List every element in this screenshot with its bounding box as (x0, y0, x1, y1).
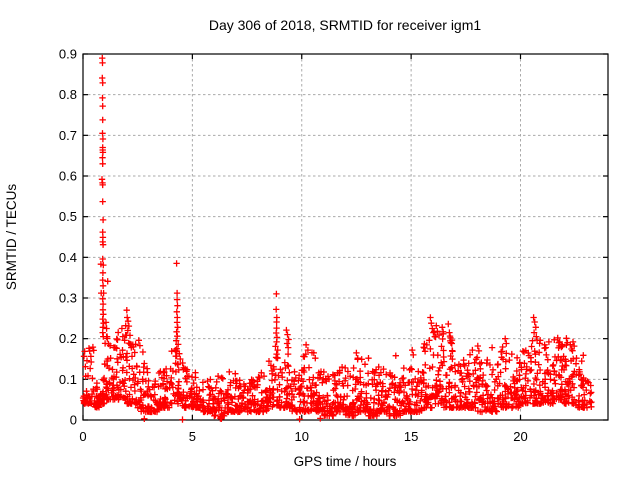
axes-and-ticks: 0 5 10 15 20 0 0.1 0.2 0.3 0.4 0.5 0.6 0.7 0.8 0.9 (59, 47, 609, 444)
x-tick-label: 15 (404, 429, 418, 444)
chart-title: Day 306 of 2018, SRMTID for receiver igm… (209, 17, 482, 33)
y-tick-label: 0 (70, 413, 77, 428)
x-tick-label: 5 (189, 429, 196, 444)
y-tick-label: 0.8 (59, 87, 77, 102)
y-axis-label: SRMTID / TECUs (4, 184, 19, 291)
x-tick-label: 10 (295, 429, 309, 444)
y-tick-label: 0.9 (59, 47, 77, 62)
y-tick-label: 0.5 (59, 209, 77, 224)
x-tick-label: 20 (513, 429, 527, 444)
srmtid-data-points (79, 54, 595, 423)
y-tick-label: 0.7 (59, 128, 77, 143)
x-axis-label: GPS time / hours (294, 454, 397, 469)
scatter-points (79, 54, 595, 423)
y-tick-label: 0.2 (59, 331, 77, 346)
x-tick-label: 0 (79, 429, 86, 444)
y-tick-label: 0.3 (59, 291, 77, 306)
y-tick-label: 0.4 (59, 250, 77, 265)
plot-border (82, 53, 609, 421)
grid-lines (83, 54, 608, 420)
y-tick-label: 0.1 (59, 372, 77, 387)
y-tick-label: 0.6 (59, 169, 77, 184)
